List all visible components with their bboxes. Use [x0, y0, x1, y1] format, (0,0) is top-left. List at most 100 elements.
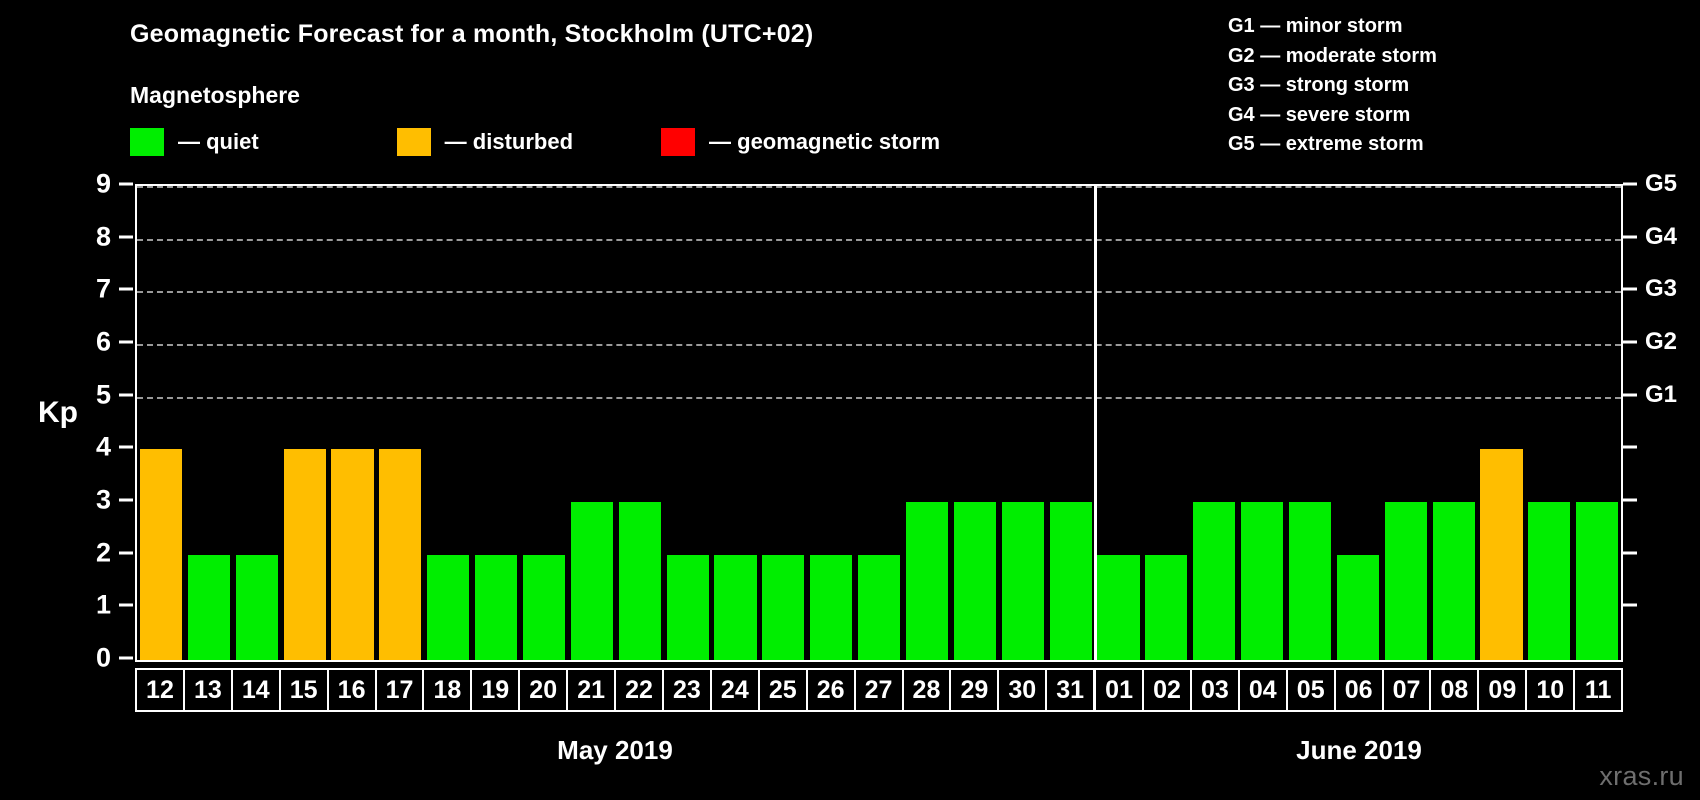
bar-day-02[interactable]: [1145, 554, 1188, 660]
bar-cell[interactable]: [1334, 186, 1382, 660]
bar-cell[interactable]: [1430, 186, 1478, 660]
bar-cell[interactable]: [951, 186, 999, 660]
day-label-13[interactable]: 13: [185, 670, 233, 710]
bar-cell[interactable]: [1047, 186, 1095, 660]
g-axis-tick-mark-9: [1623, 182, 1637, 186]
bar-cell[interactable]: [616, 186, 664, 660]
bar-day-03[interactable]: [1193, 502, 1236, 660]
bar-cell[interactable]: [281, 186, 329, 660]
bar-cell[interactable]: [233, 186, 281, 660]
bar-day-22[interactable]: [618, 502, 661, 660]
bar-day-26[interactable]: [810, 554, 853, 660]
bar-day-28[interactable]: [905, 502, 948, 660]
bar-day-09[interactable]: [1480, 449, 1523, 660]
day-label-20[interactable]: 20: [520, 670, 569, 710]
day-label-22[interactable]: 22: [616, 670, 664, 710]
bar-cell[interactable]: [759, 186, 807, 660]
day-label-30[interactable]: 30: [999, 670, 1048, 710]
day-label-17[interactable]: 17: [377, 670, 425, 710]
bar-cell[interactable]: [712, 186, 760, 660]
bar-day-06[interactable]: [1336, 554, 1379, 660]
bar-cell[interactable]: [185, 186, 233, 660]
kp-tick-mark-9: [119, 182, 133, 186]
day-label-31[interactable]: 31: [1047, 670, 1097, 710]
bar-day-14[interactable]: [235, 554, 278, 660]
bar-day-16[interactable]: [331, 449, 374, 660]
day-label-12[interactable]: 12: [137, 670, 185, 710]
bar-day-17[interactable]: [379, 449, 422, 660]
bar-cell[interactable]: [424, 186, 472, 660]
bar-cell[interactable]: [520, 186, 568, 660]
bar-day-20[interactable]: [522, 554, 565, 660]
bar-cell[interactable]: [664, 186, 712, 660]
day-label-25[interactable]: 25: [760, 670, 808, 710]
bar-day-18[interactable]: [427, 554, 470, 660]
day-label-19[interactable]: 19: [472, 670, 521, 710]
bar-day-21[interactable]: [570, 502, 613, 660]
bar-day-15[interactable]: [283, 449, 326, 660]
g-axis-tick-mark-4: [1623, 445, 1637, 449]
day-label-29[interactable]: 29: [951, 670, 1000, 710]
bar-day-01[interactable]: [1097, 554, 1140, 660]
month-caption-2: June 2019: [1296, 735, 1422, 765]
bar-day-19[interactable]: [475, 554, 518, 660]
day-label-28[interactable]: 28: [904, 670, 952, 710]
bar-cell[interactable]: [855, 186, 903, 660]
day-label-09[interactable]: 09: [1479, 670, 1528, 710]
day-label-10[interactable]: 10: [1527, 670, 1576, 710]
bar-day-11[interactable]: [1576, 502, 1619, 660]
bar-day-27[interactable]: [858, 554, 901, 660]
bar-cell[interactable]: [1286, 186, 1334, 660]
bar-cell[interactable]: [807, 186, 855, 660]
bar-day-23[interactable]: [666, 554, 709, 660]
g-axis-tick-mark-6: [1623, 340, 1637, 344]
bar-cell[interactable]: [472, 186, 520, 660]
bar-day-05[interactable]: [1288, 502, 1331, 660]
day-label-27[interactable]: 27: [856, 670, 904, 710]
day-label-02[interactable]: 02: [1144, 670, 1192, 710]
bar-day-30[interactable]: [1001, 502, 1044, 660]
bar-cell[interactable]: [1095, 186, 1143, 660]
page-title: Geomagnetic Forecast for a month, Stockh…: [130, 20, 814, 48]
bar-cell[interactable]: [1525, 186, 1573, 660]
kp-tick-label-3: 3: [95, 484, 111, 515]
bar-cell[interactable]: [329, 186, 377, 660]
bar-cell[interactable]: [999, 186, 1047, 660]
bar-day-25[interactable]: [762, 554, 805, 660]
bar-cell[interactable]: [1238, 186, 1286, 660]
bar-cell[interactable]: [568, 186, 616, 660]
day-label-16[interactable]: 16: [329, 670, 377, 710]
bar-cell[interactable]: [903, 186, 951, 660]
bar-cell[interactable]: [1142, 186, 1190, 660]
day-label-08[interactable]: 08: [1431, 670, 1480, 710]
day-label-03[interactable]: 03: [1192, 670, 1240, 710]
bar-day-31[interactable]: [1049, 502, 1092, 660]
day-label-21[interactable]: 21: [568, 670, 617, 710]
day-label-15[interactable]: 15: [281, 670, 329, 710]
day-label-14[interactable]: 14: [233, 670, 281, 710]
bar-cell[interactable]: [1478, 186, 1526, 660]
day-label-11[interactable]: 11: [1584, 675, 1612, 704]
bar-day-24[interactable]: [714, 554, 757, 660]
day-label-01[interactable]: 01: [1096, 670, 1145, 710]
day-label-26[interactable]: 26: [808, 670, 856, 710]
day-label-07[interactable]: 07: [1384, 670, 1432, 710]
bar-cell[interactable]: [1190, 186, 1238, 660]
day-label-23[interactable]: 23: [664, 670, 712, 710]
bar-day-04[interactable]: [1241, 502, 1284, 660]
day-label-04[interactable]: 04: [1240, 670, 1288, 710]
bar-day-07[interactable]: [1384, 502, 1427, 660]
bar-day-29[interactable]: [953, 502, 996, 660]
bar-day-08[interactable]: [1432, 502, 1475, 660]
day-label-05[interactable]: 05: [1288, 670, 1336, 710]
day-label-24[interactable]: 24: [712, 670, 760, 710]
bar-cell[interactable]: [137, 186, 185, 660]
day-label-06[interactable]: 06: [1336, 670, 1384, 710]
bar-cell[interactable]: [1382, 186, 1430, 660]
bar-cell[interactable]: [376, 186, 424, 660]
bar-day-12[interactable]: [139, 449, 182, 660]
bar-cell[interactable]: [1573, 186, 1621, 660]
bar-day-13[interactable]: [187, 554, 230, 660]
bar-day-10[interactable]: [1528, 502, 1571, 660]
day-label-18[interactable]: 18: [424, 670, 473, 710]
